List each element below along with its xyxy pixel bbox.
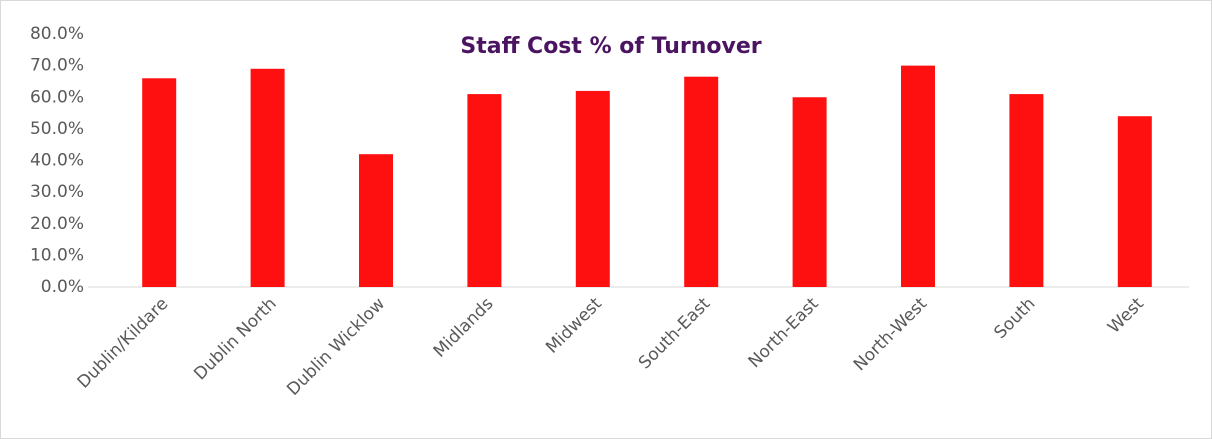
chart-title: Staff Cost % of Turnover bbox=[460, 34, 761, 59]
bar bbox=[1117, 116, 1152, 287]
y-tick-label: 10.0% bbox=[30, 245, 84, 265]
bar bbox=[684, 76, 719, 287]
y-tick-label: 30.0% bbox=[30, 182, 84, 202]
y-tick-label: 40.0% bbox=[30, 151, 84, 171]
bar bbox=[142, 78, 177, 288]
bar bbox=[901, 65, 935, 287]
y-tick-label: 70.0% bbox=[30, 56, 84, 76]
bar bbox=[1009, 94, 1044, 288]
bar bbox=[250, 68, 285, 287]
bar bbox=[575, 90, 610, 287]
y-tick-label: 20.0% bbox=[30, 214, 84, 234]
y-tick-label: 60.0% bbox=[30, 87, 84, 107]
bar bbox=[359, 154, 393, 287]
y-tick-label: 80.0% bbox=[30, 24, 84, 44]
bar bbox=[792, 97, 827, 287]
y-tick-label: 50.0% bbox=[30, 119, 84, 139]
bar bbox=[467, 94, 502, 288]
y-tick-label: 0.0% bbox=[41, 277, 84, 297]
